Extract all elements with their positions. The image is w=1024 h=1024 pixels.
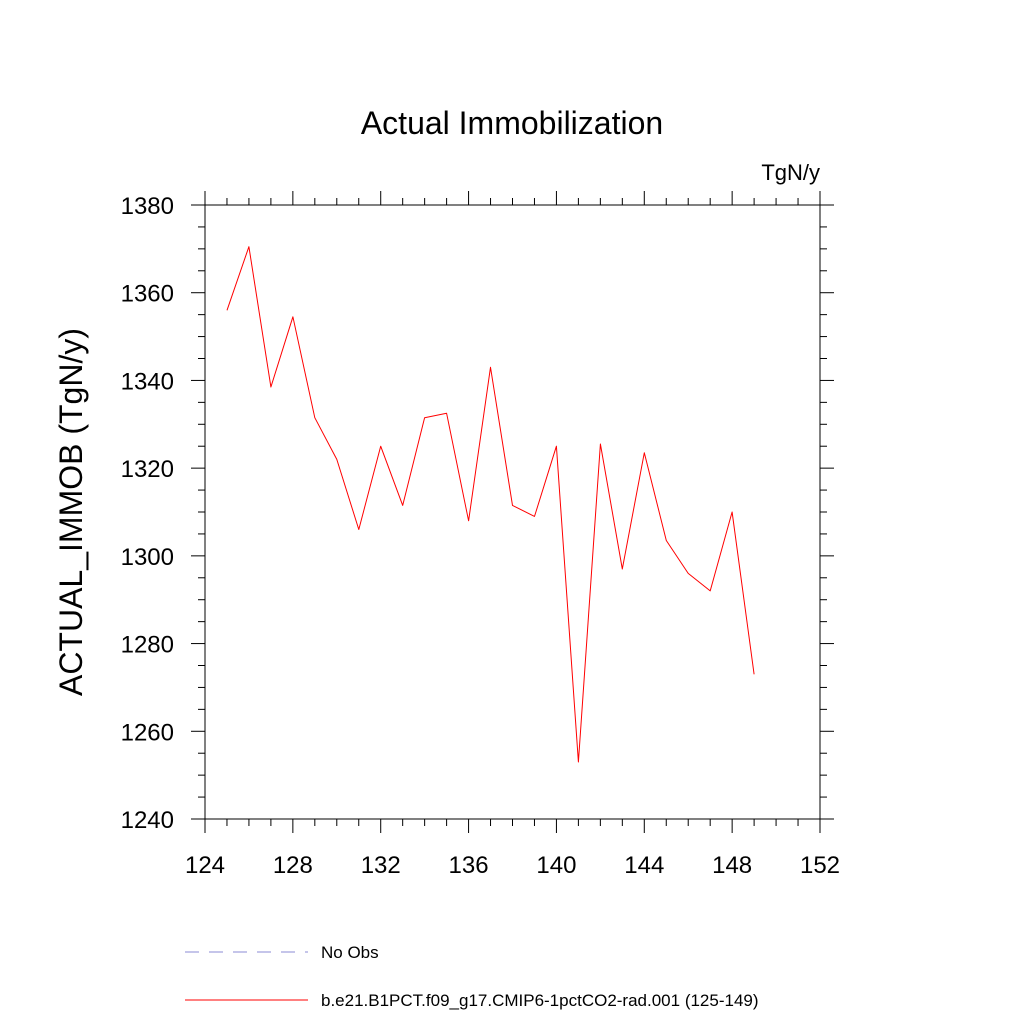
series-line [226, 246, 755, 763]
y-tick-label: 1240 [121, 807, 174, 834]
legend-label: No Obs [321, 943, 379, 962]
y-tick-label: 1380 [121, 193, 174, 220]
plot-series [226, 246, 755, 763]
y-tick-label: 1280 [121, 632, 174, 659]
plot-frame [204, 204, 821, 820]
x-tick-label: 132 [361, 852, 401, 879]
x-tick-label: 144 [624, 852, 664, 879]
y-tick-label: 1320 [121, 456, 174, 483]
y-tick-label: 1260 [121, 719, 174, 746]
x-tick-label: 140 [536, 852, 576, 879]
x-tick-label: 136 [449, 852, 489, 879]
x-tick-label: 124 [185, 852, 225, 879]
legend: No Obs b.e21.B1PCT.f09_g17.CMIP6-1pctCO2-… [185, 943, 759, 1010]
y-tick-label: 1360 [121, 281, 174, 308]
units-label: TgN/y [761, 160, 820, 185]
x-tick-label: 148 [712, 852, 752, 879]
x-tick-label: 128 [273, 852, 313, 879]
x-tick-label: 152 [800, 852, 840, 879]
axes: 124 128 132 136 140 144 148 152 1240 1260 1280 1300… [121, 191, 840, 879]
y-axis-label: ACTUAL_IMMOB (TgN/y) [53, 328, 89, 696]
y-tick-label: 1340 [121, 368, 174, 395]
chart-title: Actual Immobilization [361, 105, 663, 141]
y-tick-label: 1300 [121, 544, 174, 571]
legend-label: b.e21.B1PCT.f09_g17.CMIP6-1pctCO2-rad.00… [321, 991, 759, 1010]
